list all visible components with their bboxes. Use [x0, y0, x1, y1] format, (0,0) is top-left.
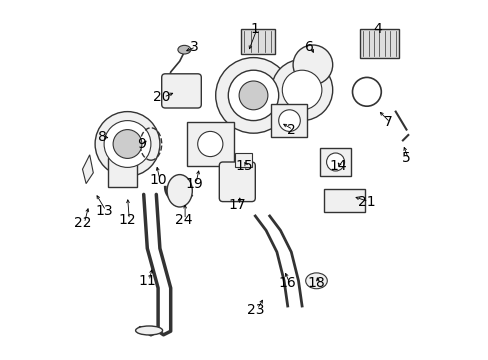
Bar: [235, 153, 251, 167]
Ellipse shape: [292, 45, 332, 85]
Ellipse shape: [167, 175, 192, 207]
Bar: [323, 189, 365, 212]
Ellipse shape: [95, 112, 160, 176]
Text: 16: 16: [278, 276, 296, 289]
Ellipse shape: [228, 70, 278, 121]
Text: 15: 15: [235, 159, 253, 172]
FancyBboxPatch shape: [219, 162, 255, 202]
Ellipse shape: [135, 326, 163, 335]
Ellipse shape: [197, 131, 223, 157]
Ellipse shape: [215, 58, 291, 133]
Text: 22: 22: [74, 216, 91, 230]
Bar: [107, 158, 136, 187]
Bar: [359, 29, 399, 58]
Text: 24: 24: [174, 213, 192, 226]
Ellipse shape: [271, 59, 332, 121]
Ellipse shape: [305, 273, 326, 289]
Text: 6: 6: [304, 40, 313, 54]
Text: 11: 11: [138, 274, 156, 288]
Text: 23: 23: [246, 303, 264, 316]
Bar: [320, 148, 350, 176]
Polygon shape: [82, 155, 93, 184]
Ellipse shape: [178, 45, 190, 54]
Text: 9: 9: [137, 137, 146, 151]
Ellipse shape: [113, 130, 142, 158]
Text: 8: 8: [98, 130, 106, 144]
Text: 21: 21: [357, 195, 375, 208]
Text: 18: 18: [307, 276, 325, 289]
Text: 2: 2: [286, 123, 295, 136]
Text: 17: 17: [228, 198, 245, 212]
Bar: [271, 104, 307, 137]
Text: 13: 13: [95, 204, 113, 217]
Text: 19: 19: [185, 177, 203, 190]
Text: 3: 3: [189, 40, 198, 54]
Ellipse shape: [282, 70, 321, 110]
FancyBboxPatch shape: [162, 74, 201, 108]
Ellipse shape: [326, 153, 344, 171]
Text: 14: 14: [328, 159, 346, 172]
Ellipse shape: [278, 110, 300, 131]
Text: 20: 20: [153, 90, 170, 104]
Bar: [241, 29, 275, 54]
Text: 10: 10: [149, 173, 166, 187]
Ellipse shape: [104, 121, 151, 167]
Text: 5: 5: [401, 152, 410, 165]
Text: 4: 4: [372, 22, 381, 36]
Text: 12: 12: [119, 213, 136, 226]
Text: 1: 1: [250, 22, 259, 36]
Bar: [186, 122, 233, 166]
Text: 7: 7: [384, 116, 392, 129]
Ellipse shape: [239, 81, 267, 110]
